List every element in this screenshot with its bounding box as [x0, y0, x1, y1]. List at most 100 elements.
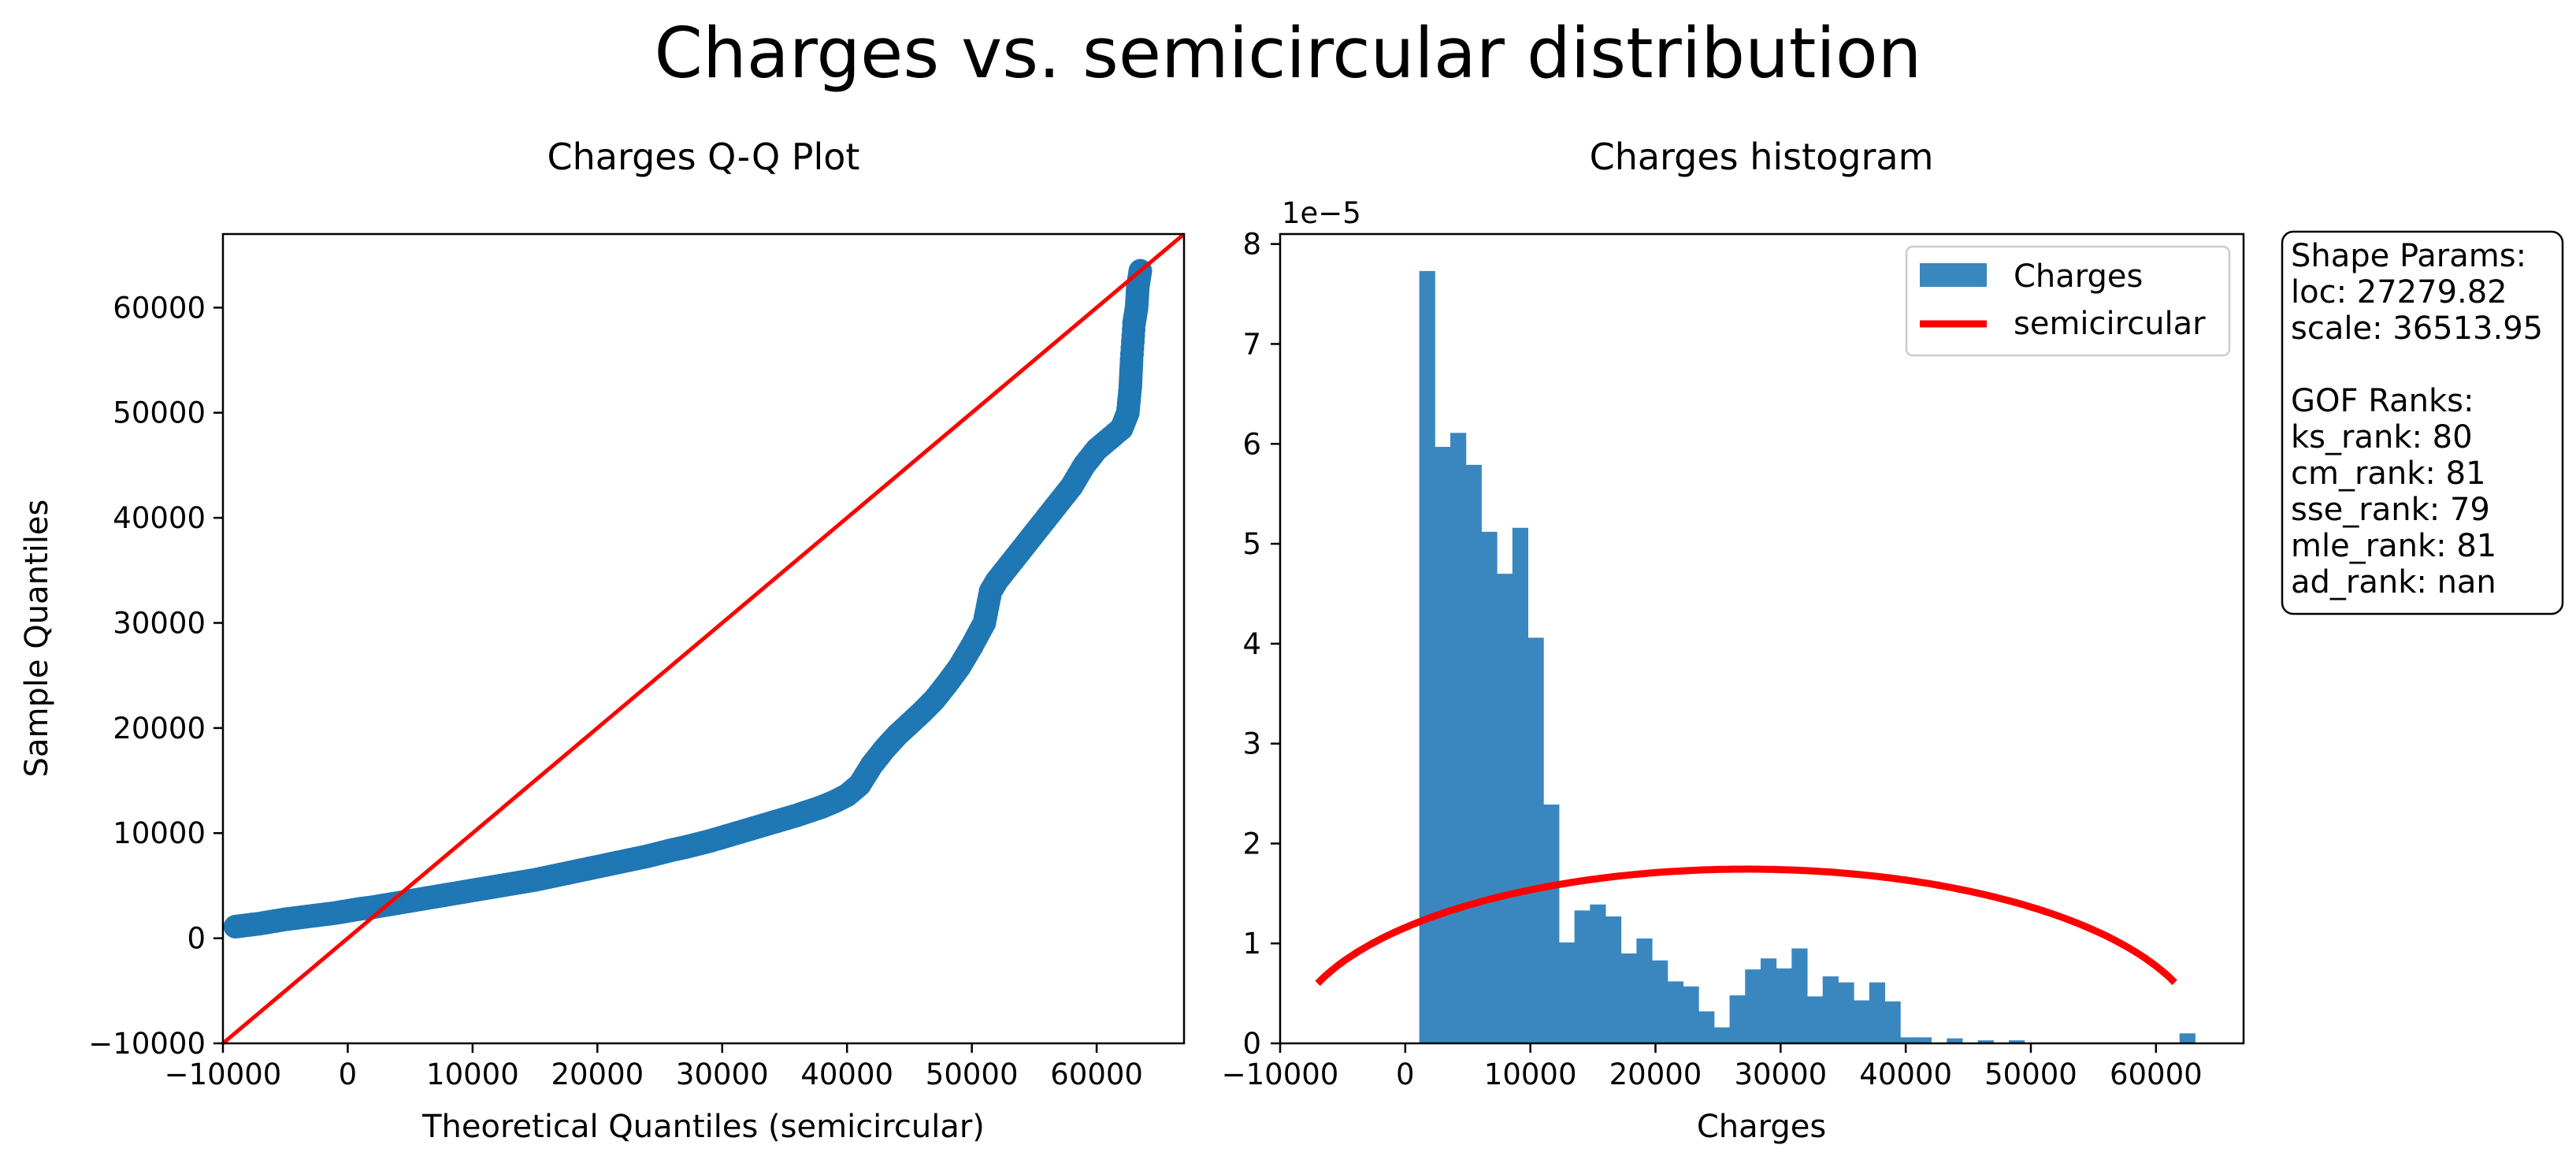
- histogram-bar: [1558, 942, 1576, 1043]
- info-line: sse_rank: 79: [2291, 492, 2490, 528]
- histogram-bar: [1620, 953, 1637, 1043]
- histogram-bar: [1854, 1000, 1870, 1043]
- histogram-bar: [1667, 981, 1683, 1043]
- qq-x-tick-label: 20000: [551, 1058, 644, 1091]
- qq-xlabel: Theoretical Quantiles (semicircular): [421, 1109, 985, 1145]
- histogram-bar: [1450, 433, 1467, 1043]
- histogram-bar: [1497, 574, 1513, 1043]
- hist-x-tick-label: 50000: [1984, 1058, 2077, 1091]
- qq-y-tick-label: 30000: [113, 606, 206, 640]
- histogram-bar: [1652, 960, 1668, 1043]
- info-line: mle_rank: 81: [2291, 528, 2496, 564]
- histogram-bar: [1605, 916, 1622, 1043]
- qq-plot: Charges Q-Q Plot −10000 0 10000 20000 30000 4…: [19, 136, 1186, 1145]
- histogram-bar: [1915, 1037, 1932, 1043]
- hist-y-tick-label: 4: [1242, 627, 1261, 661]
- hist-offset-text: 1e−5: [1282, 196, 1361, 230]
- legend: Charges semicircular: [1905, 245, 2231, 357]
- histogram-bars: [1419, 270, 2196, 1043]
- info-line: loc: 27279.82: [2291, 274, 2507, 310]
- qq-y-tick-label: 20000: [113, 712, 206, 745]
- histogram-bar: [2009, 1040, 2025, 1043]
- semicircular-fit-curve: [1315, 865, 2177, 987]
- histogram-bar: [1822, 976, 1839, 1043]
- histogram-bar: [1713, 1027, 1731, 1043]
- hist-x-tick-label: −10000: [1222, 1058, 1339, 1091]
- hist-y-tick-label: 5: [1242, 527, 1261, 561]
- histogram-bar: [1590, 904, 1606, 1043]
- histogram-bar: [1574, 910, 1591, 1043]
- hist-x-tick-label: 30000: [1734, 1058, 1827, 1091]
- qq-x-tick-label: 10000: [426, 1058, 519, 1091]
- hist-y-tick-label: 6: [1242, 427, 1261, 461]
- qq-y-tick-label: −10000: [88, 1027, 206, 1061]
- histogram-bar: [1512, 527, 1529, 1043]
- hist-axes-frame: [1279, 232, 2245, 1045]
- histogram-bar: [1636, 938, 1653, 1043]
- info-line: cm_rank: 81: [2291, 455, 2486, 492]
- info-line: scale: 36513.95: [2291, 310, 2543, 347]
- histogram-bar: [1947, 1038, 1963, 1043]
- hist-x-tick-label: 10000: [1484, 1058, 1577, 1091]
- histogram-bar: [1791, 948, 1808, 1043]
- histogram-bar: [1869, 982, 1886, 1043]
- histogram-bar: [1527, 638, 1544, 1043]
- info-box-frame: [2281, 230, 2564, 615]
- qq-reference-line: [221, 232, 1186, 1045]
- qq-tick-labels: −10000 0 10000 20000 30000 40000 50000 60000 −10…: [88, 291, 1143, 1091]
- info-line: ad_rank: nan: [2291, 564, 2496, 600]
- hist-x-tick-label: 40000: [1859, 1058, 1952, 1091]
- histogram-bar: [1745, 969, 1761, 1043]
- histogram-bar: [1543, 804, 1560, 1043]
- qq-ylabel: Sample Quantiles: [19, 500, 55, 778]
- hist-y-tick-label: 7: [1242, 327, 1261, 361]
- qq-x-tick-label: 0: [339, 1058, 358, 1091]
- hist-y-tick-label: 1: [1242, 927, 1261, 961]
- histogram-bar: [1435, 447, 1451, 1043]
- qq-x-tick-label: 60000: [1050, 1058, 1143, 1091]
- qq-x-tick-label: 30000: [676, 1058, 769, 1091]
- histogram-bar: [1729, 995, 1746, 1043]
- qq-title: Charges Q-Q Plot: [547, 136, 860, 178]
- legend-label-semicircular: semicircular: [2014, 306, 2206, 342]
- histogram-bar: [1465, 464, 1482, 1043]
- qq-axes-frame: [221, 232, 1186, 1045]
- hist-x-tick-label: 60000: [2110, 1058, 2203, 1091]
- legend-box: [1905, 245, 2231, 357]
- info-line: ks_rank: 80: [2291, 419, 2473, 455]
- qq-y-tick-label: 10000: [113, 816, 206, 850]
- hist-x-tick-label: 0: [1396, 1058, 1415, 1091]
- qq-data-points: [223, 258, 1153, 939]
- info-box: Shape Params: loc: 27279.82 scale: 36513…: [2281, 230, 2564, 615]
- hist-y-tick-label: 0: [1242, 1027, 1261, 1061]
- histogram-bar: [2179, 1033, 2196, 1043]
- qq-y-tick-label: 40000: [113, 501, 206, 535]
- legend-swatch-charges: [1920, 263, 1987, 287]
- histogram-bar: [1419, 270, 1435, 1043]
- figure-suptitle: Charges vs. semicircular distribution: [655, 13, 1922, 94]
- qq-x-tick-label: 40000: [800, 1058, 893, 1091]
- histogram-bar: [1683, 986, 1699, 1043]
- qq-y-tick-label: 0: [187, 922, 206, 956]
- info-line: Shape Params:: [2291, 238, 2526, 274]
- histogram-bar: [1776, 968, 1792, 1043]
- qq-y-tick-label: 60000: [113, 291, 206, 325]
- histogram-bar: [1481, 531, 1498, 1043]
- hist-title: Charges histogram: [1590, 136, 1934, 178]
- legend-label-charges: Charges: [2014, 258, 2143, 295]
- qq-x-tick-label: 50000: [926, 1058, 1019, 1091]
- hist-y-tick-label: 8: [1242, 228, 1261, 262]
- histogram-bar: [1807, 996, 1824, 1043]
- qq-x-tick-label: −10000: [165, 1058, 282, 1091]
- histogram-bar: [1884, 1001, 1901, 1043]
- hist-tick-labels: −10000 0 10000 20000 30000 40000 50000 60000012…: [1222, 228, 2203, 1091]
- histogram-bar: [1760, 958, 1777, 1043]
- histogram-plot: Charges histogram −10000 0 10000 20000 30000…: [1222, 136, 2245, 1145]
- hist-xlabel: Charges: [1697, 1109, 1826, 1145]
- hist-x-tick-label: 20000: [1609, 1058, 1702, 1091]
- histogram-bar: [1698, 1011, 1715, 1043]
- histogram-bar: [1900, 1037, 1917, 1043]
- hist-y-tick-label: 2: [1242, 827, 1261, 861]
- qq-y-tick-label: 50000: [113, 396, 206, 430]
